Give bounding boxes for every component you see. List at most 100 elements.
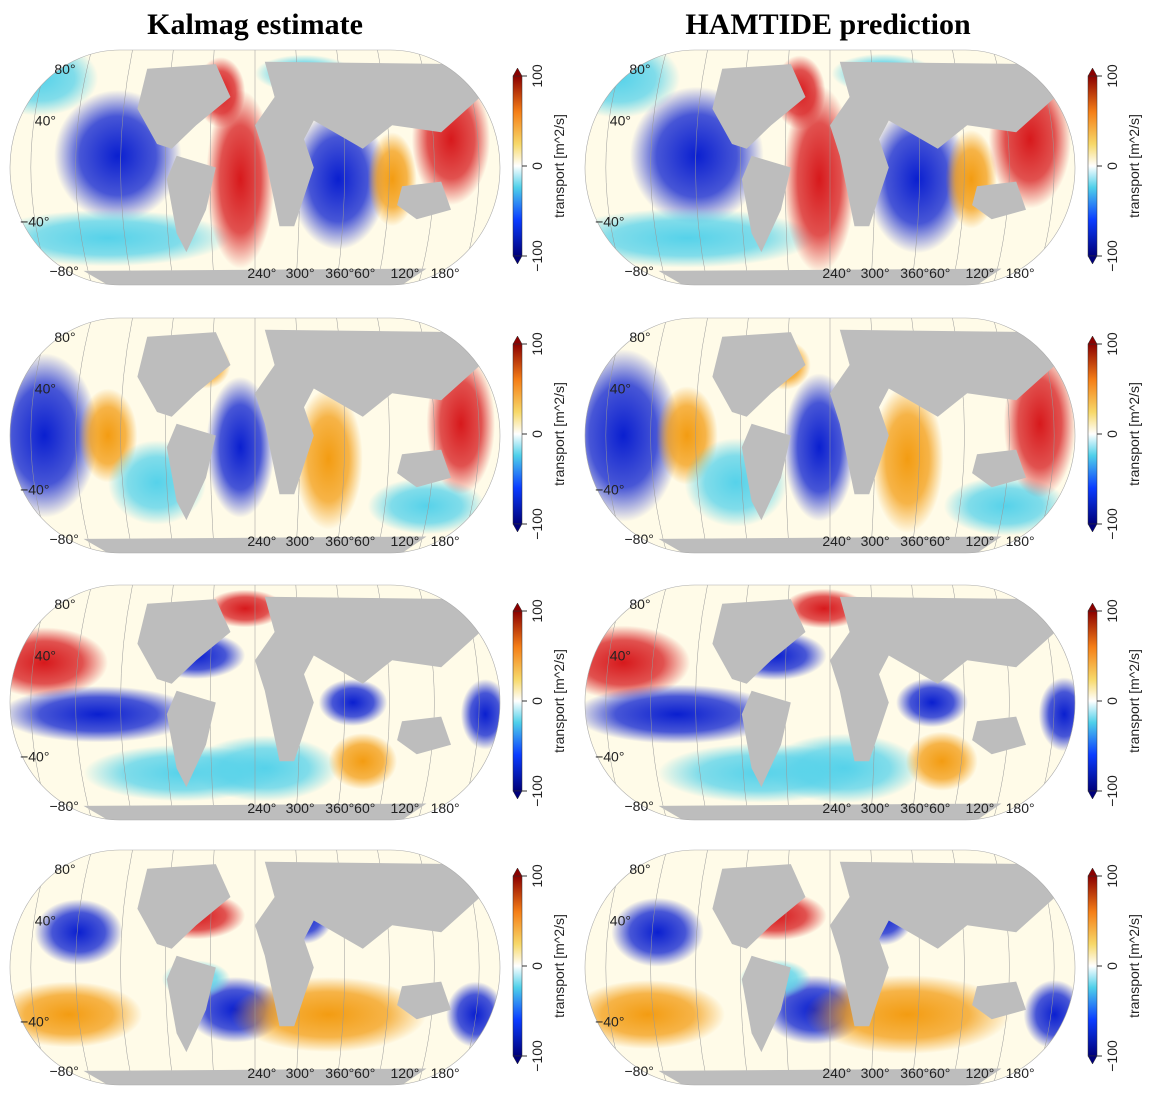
map-border	[9, 49, 501, 286]
colorbar-tick-label: 100	[1104, 332, 1120, 356]
lon-label: 300°	[286, 265, 315, 281]
land	[83, 268, 427, 285]
colorbar	[512, 343, 523, 525]
colorbar-extend	[1087, 67, 1098, 77]
map-panel: 80° 40° −40° −80° 240° 300° 360° 60° 120° 180° −10…	[9, 49, 567, 286]
lon-label: 120°	[390, 800, 419, 816]
meridian	[650, 850, 667, 1085]
lon-label: 360°	[900, 1065, 929, 1081]
land	[972, 981, 1026, 1020]
colorbar-extend	[1087, 602, 1098, 612]
colorbar	[1087, 343, 1098, 525]
lat-label: −80°	[625, 531, 654, 547]
map-field	[10, 50, 500, 285]
map-field	[585, 585, 1075, 820]
land	[830, 861, 1056, 1027]
field-blob	[34, 899, 123, 966]
land	[255, 596, 481, 762]
meridian	[695, 585, 708, 820]
colorbar	[1087, 610, 1098, 792]
map-border	[9, 317, 501, 554]
field-blob	[294, 388, 363, 530]
lat-label: −40°	[595, 749, 624, 765]
lon-label: 240°	[822, 533, 851, 549]
field-blob	[871, 384, 944, 534]
land	[741, 423, 791, 521]
meridian	[120, 850, 133, 1085]
colorbar-label: transport [m^2/s]	[1126, 649, 1142, 753]
colorbar-extend	[512, 1055, 523, 1065]
lat-label: 40°	[610, 913, 631, 929]
lon-label: 240°	[822, 800, 851, 816]
field-blob	[446, 981, 500, 1048]
land	[741, 690, 791, 788]
lon-label: 240°	[247, 533, 276, 549]
field-blob	[206, 589, 285, 628]
colorbar-tick-label: 0	[529, 697, 545, 705]
land	[830, 329, 1056, 495]
colorbar-tick-label: −100	[529, 1040, 545, 1072]
meridian	[695, 318, 708, 553]
land	[972, 716, 1026, 755]
lon-label: 300°	[861, 533, 890, 549]
land	[137, 64, 231, 149]
meridian	[75, 50, 92, 285]
land	[658, 268, 1002, 285]
lon-label: 180°	[431, 533, 460, 549]
map-panel: 80° 40° −40° −80° 240° 300° 360° 60° 120° 180° −10…	[584, 49, 1142, 286]
land	[137, 332, 231, 417]
lat-label: −40°	[20, 749, 49, 765]
lon-label: 60°	[929, 800, 950, 816]
field-blob	[585, 349, 680, 522]
lon-label: 180°	[1006, 800, 1035, 816]
colorbar-extend	[512, 602, 523, 612]
map-border	[9, 849, 501, 1086]
colorbar-extend	[512, 67, 523, 77]
map-field	[10, 585, 500, 820]
colorbar-tick-label: 0	[1104, 430, 1120, 438]
map-panel: 80° 40° −40° −80° 240° 300° 360° 60° 120° 180° −10…	[9, 584, 567, 821]
colorbar-label: transport [m^2/s]	[551, 382, 567, 486]
colorbar-extend	[512, 335, 523, 345]
lat-label: 80°	[629, 329, 650, 345]
column-title: HAMTIDE prediction	[685, 8, 971, 41]
land	[972, 449, 1026, 488]
lon-label: 300°	[861, 265, 890, 281]
lat-label: −40°	[20, 482, 49, 498]
colorbar-tick-label: 100	[529, 332, 545, 356]
lat-label: 40°	[35, 113, 56, 129]
land	[658, 1068, 1002, 1085]
colorbar	[1087, 875, 1098, 1057]
lon-label: 240°	[822, 1065, 851, 1081]
lat-label: −80°	[50, 798, 79, 814]
lat-label: −80°	[625, 263, 654, 279]
colorbar-tick-label: 0	[1104, 697, 1120, 705]
meridian	[10, 318, 11, 553]
lon-label: 360°	[900, 533, 929, 549]
land	[83, 1068, 427, 1085]
field-blob	[460, 679, 500, 750]
map-border	[584, 317, 1076, 554]
colorbar	[1087, 75, 1098, 257]
colorbar-tick-label: −100	[1104, 240, 1120, 272]
field-blob	[230, 976, 427, 1053]
lat-label: 80°	[54, 596, 75, 612]
colorbar-tick-label: 100	[529, 64, 545, 88]
lat-label: 40°	[610, 113, 631, 129]
colorbar-tick-label: −100	[529, 240, 545, 272]
lon-label: 360°	[900, 800, 929, 816]
field-blob	[895, 677, 969, 728]
map-border	[584, 584, 1076, 821]
lon-label: 180°	[1006, 533, 1035, 549]
meridian	[120, 585, 133, 820]
lon-label: 360°	[900, 265, 929, 281]
lon-label: 60°	[354, 265, 375, 281]
colorbar-tick-label: −100	[529, 775, 545, 807]
lon-label: 60°	[929, 533, 950, 549]
land	[712, 332, 806, 417]
map-field	[10, 850, 500, 1085]
land	[658, 803, 1002, 820]
meridian	[695, 850, 708, 1085]
land	[137, 864, 231, 949]
colorbar	[512, 75, 523, 257]
